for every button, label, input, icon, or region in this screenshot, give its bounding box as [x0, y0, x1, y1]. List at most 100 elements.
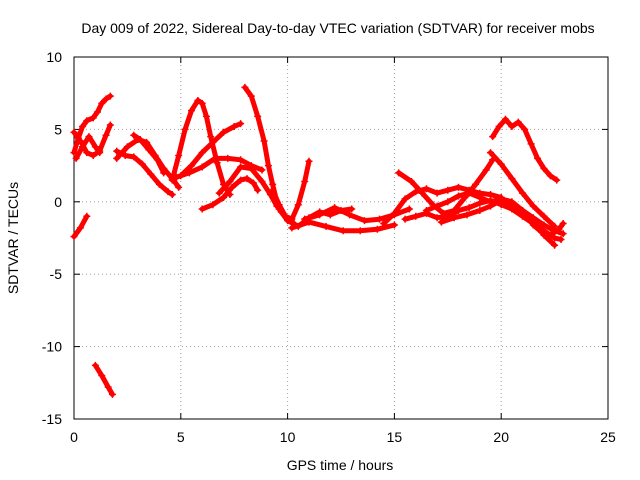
data-point	[121, 151, 129, 159]
data-point	[390, 209, 398, 217]
data-point	[559, 220, 567, 228]
data-point	[489, 133, 497, 141]
series-arc-4h-rise	[168, 96, 234, 199]
data-point	[521, 125, 529, 133]
y-tick-label: 5	[54, 121, 62, 137]
data-point	[519, 206, 527, 214]
data-point	[136, 136, 144, 144]
y-axis-label: SDTVAR / TECUs	[5, 182, 21, 294]
data-point	[534, 154, 542, 162]
data-point	[407, 178, 415, 186]
series-line	[131, 132, 167, 176]
data-point	[106, 121, 114, 129]
data-point	[258, 166, 266, 174]
data-point	[155, 180, 163, 188]
data-point	[375, 215, 383, 223]
data-point	[380, 220, 388, 228]
data-point	[91, 143, 99, 151]
series-arc-early-neg	[70, 212, 91, 241]
data-point	[153, 156, 161, 164]
data-point	[540, 221, 548, 229]
data-point	[557, 235, 565, 243]
data-point	[553, 176, 561, 184]
data-point	[401, 215, 409, 223]
x-tick-label: 25	[600, 429, 616, 445]
series-arc-5h-b	[177, 120, 245, 180]
y-tick-label: -5	[50, 266, 63, 282]
data-point	[527, 140, 535, 148]
data-point	[331, 204, 339, 212]
data-point	[540, 164, 548, 172]
data-point	[497, 196, 505, 204]
data-point	[113, 147, 121, 155]
data-point	[454, 192, 462, 200]
data-point	[546, 231, 554, 239]
data-point	[559, 230, 567, 238]
data-point	[130, 131, 138, 139]
data-point	[237, 176, 245, 184]
data-point	[104, 383, 112, 391]
data-point	[108, 390, 116, 398]
data-point	[360, 217, 368, 225]
data-point	[145, 146, 153, 154]
data-point	[254, 186, 262, 194]
data-point	[198, 149, 206, 157]
data-point	[418, 189, 426, 197]
data-point	[207, 133, 215, 141]
data-point	[316, 211, 324, 219]
data-point	[412, 212, 420, 220]
data-point	[113, 154, 121, 162]
y-tick-label: -15	[42, 411, 62, 427]
data-point	[209, 138, 217, 146]
data-point	[160, 169, 168, 177]
data-point	[454, 206, 462, 214]
data-point	[98, 99, 106, 107]
series-arc-8h-peak	[241, 83, 298, 228]
series-line	[92, 362, 115, 397]
data-point	[301, 178, 309, 186]
data-point	[373, 225, 381, 233]
data-point	[187, 162, 195, 170]
data-point	[83, 212, 91, 220]
data-point	[264, 162, 272, 170]
data-point	[437, 218, 445, 226]
data-point	[215, 189, 223, 197]
data-point	[249, 179, 257, 187]
data-point	[454, 183, 462, 191]
data-point	[356, 227, 364, 235]
data-point	[187, 107, 195, 115]
data-point	[70, 128, 78, 136]
data-point	[198, 205, 206, 213]
y-tick-label: 0	[54, 194, 62, 210]
data-point	[72, 154, 80, 162]
data-point	[508, 123, 516, 131]
data-point	[433, 214, 441, 222]
data-point	[495, 123, 503, 131]
data-point	[551, 234, 559, 242]
data-point	[237, 156, 245, 164]
data-point	[433, 202, 441, 210]
data-point	[175, 151, 183, 159]
axis-ticks	[73, 56, 609, 420]
data-point	[79, 143, 87, 151]
series-arc-22h-tail	[529, 220, 567, 239]
data-point	[476, 193, 484, 201]
data-point	[390, 221, 398, 229]
data-point	[482, 166, 490, 174]
data-point	[540, 212, 548, 220]
data-point	[102, 95, 110, 103]
x-axis-label: GPS time / hours	[287, 457, 394, 473]
data-point	[241, 83, 249, 91]
data-point	[538, 228, 546, 236]
data-point	[247, 164, 255, 172]
data-point	[70, 233, 78, 241]
data-point	[226, 178, 234, 186]
x-tick-labels: 0 5 10 15 20 25	[70, 429, 616, 445]
data-point	[76, 224, 84, 232]
data-point	[546, 172, 554, 180]
data-point	[501, 115, 509, 123]
series-arc-17h-e	[437, 196, 567, 238]
data-point	[177, 172, 185, 180]
data-point	[181, 125, 189, 133]
